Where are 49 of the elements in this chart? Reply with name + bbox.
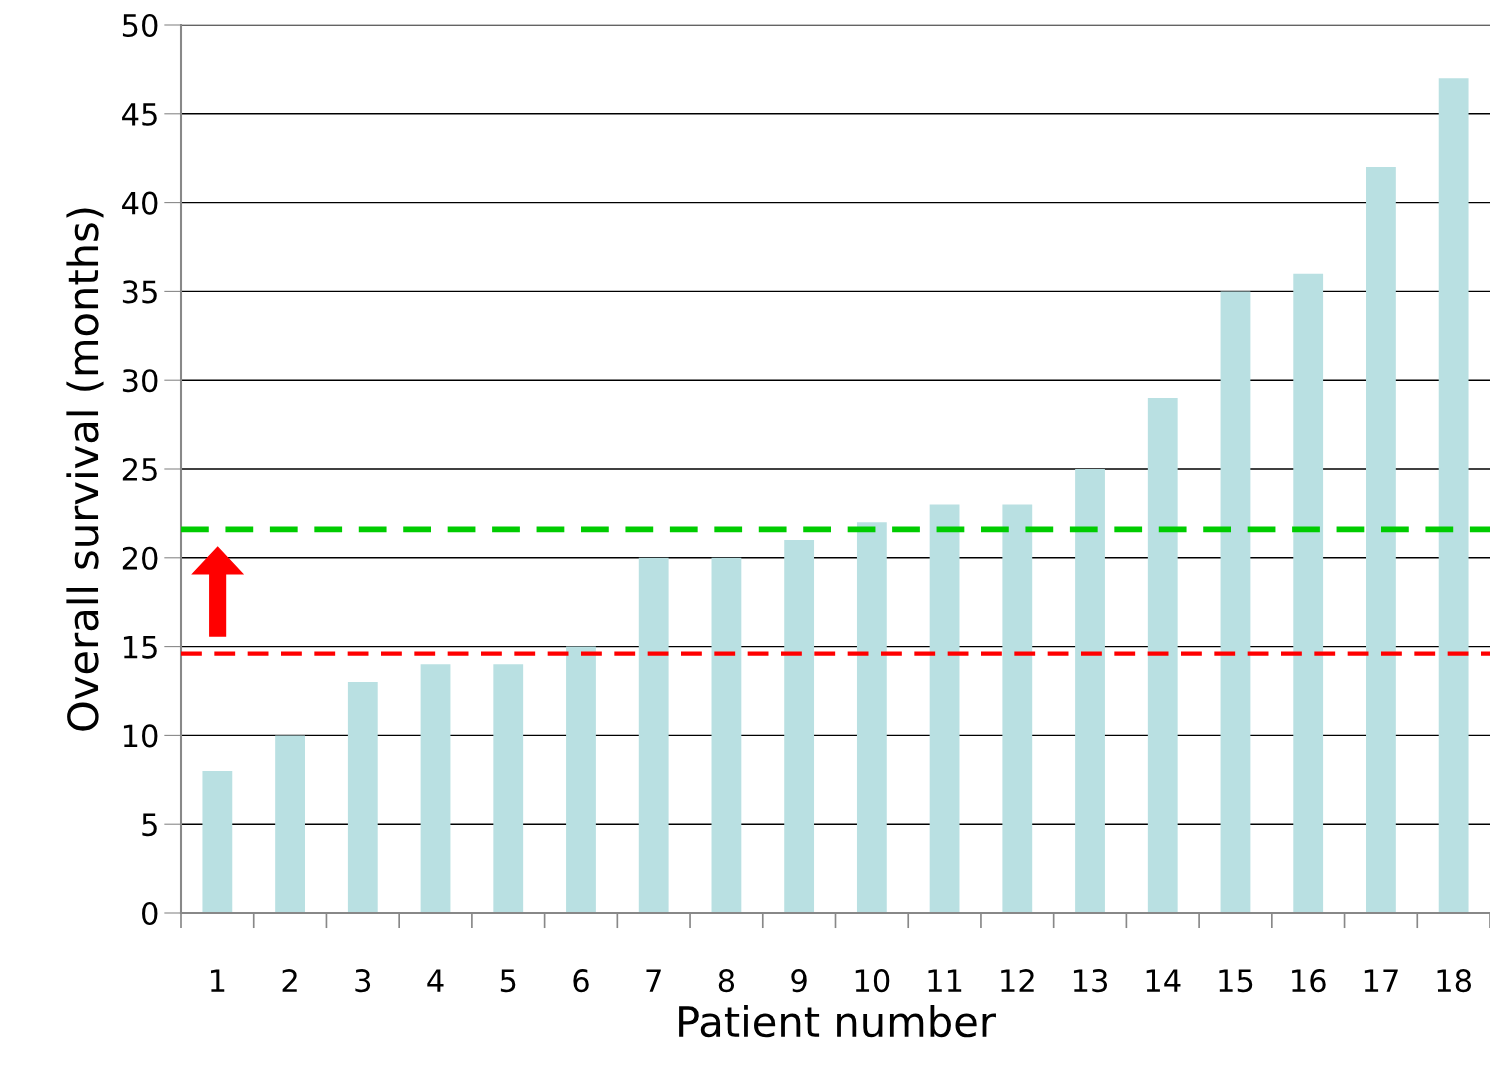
bar: [202, 770, 233, 913]
x-tick-label: 4: [427, 969, 444, 992]
y-tick-label: 30: [122, 369, 158, 393]
bar: [1438, 78, 1469, 913]
y-tick-label: 50: [122, 13, 158, 38]
bar: [1002, 504, 1033, 913]
y-tick-label: 40: [122, 191, 158, 215]
y-tick-label: 10: [123, 724, 158, 748]
bar: [493, 664, 524, 913]
x-tick-label: 15: [1219, 969, 1253, 993]
x-tick-label: 13: [1073, 969, 1108, 993]
x-tick-label: 17: [1364, 969, 1398, 992]
bar: [420, 664, 451, 913]
y-tick-label: 25: [122, 457, 157, 482]
bar: [929, 504, 960, 913]
x-tick-label: 1: [211, 969, 225, 992]
bar: [1293, 273, 1324, 913]
x-tick-label: 7: [646, 969, 661, 992]
x-tick-label: 5: [500, 969, 516, 993]
x-tick-label: 2: [282, 969, 297, 992]
bar: [711, 557, 742, 913]
bar: [1366, 167, 1396, 913]
bar: [1075, 469, 1105, 913]
y-tick-label: 20: [122, 546, 158, 570]
y-tick-label: 45: [122, 103, 157, 126]
bar: [1147, 397, 1178, 913]
bar: [275, 735, 305, 913]
y-tick-label: 5: [142, 813, 157, 837]
x-tick-label: 14: [1146, 969, 1181, 992]
bar: [566, 646, 596, 913]
x-tick-label: 18: [1437, 969, 1471, 993]
bar: [1220, 291, 1251, 913]
bar: [856, 522, 887, 913]
y-axis-title: Overall survival (months): [66, 208, 104, 731]
x-tick-label: 3: [355, 969, 371, 993]
bar: [784, 540, 815, 913]
x-tick-label: 8: [718, 969, 735, 993]
x-axis-title: Patient number: [679, 1005, 996, 1038]
x-tick-label: 16: [1292, 969, 1326, 993]
x-tick-label: 10: [855, 969, 890, 993]
x-tick-label: 12: [1001, 969, 1034, 992]
y-tick-label: 15: [123, 635, 157, 659]
y-tick-label: 35: [122, 280, 157, 304]
bar: [347, 682, 378, 913]
x-tick-label: 11: [928, 969, 962, 992]
bar: [638, 557, 669, 913]
x-tick-label: 6: [573, 969, 589, 993]
x-tick-label: 9: [791, 969, 807, 993]
y-tick-label: 0: [142, 901, 158, 926]
